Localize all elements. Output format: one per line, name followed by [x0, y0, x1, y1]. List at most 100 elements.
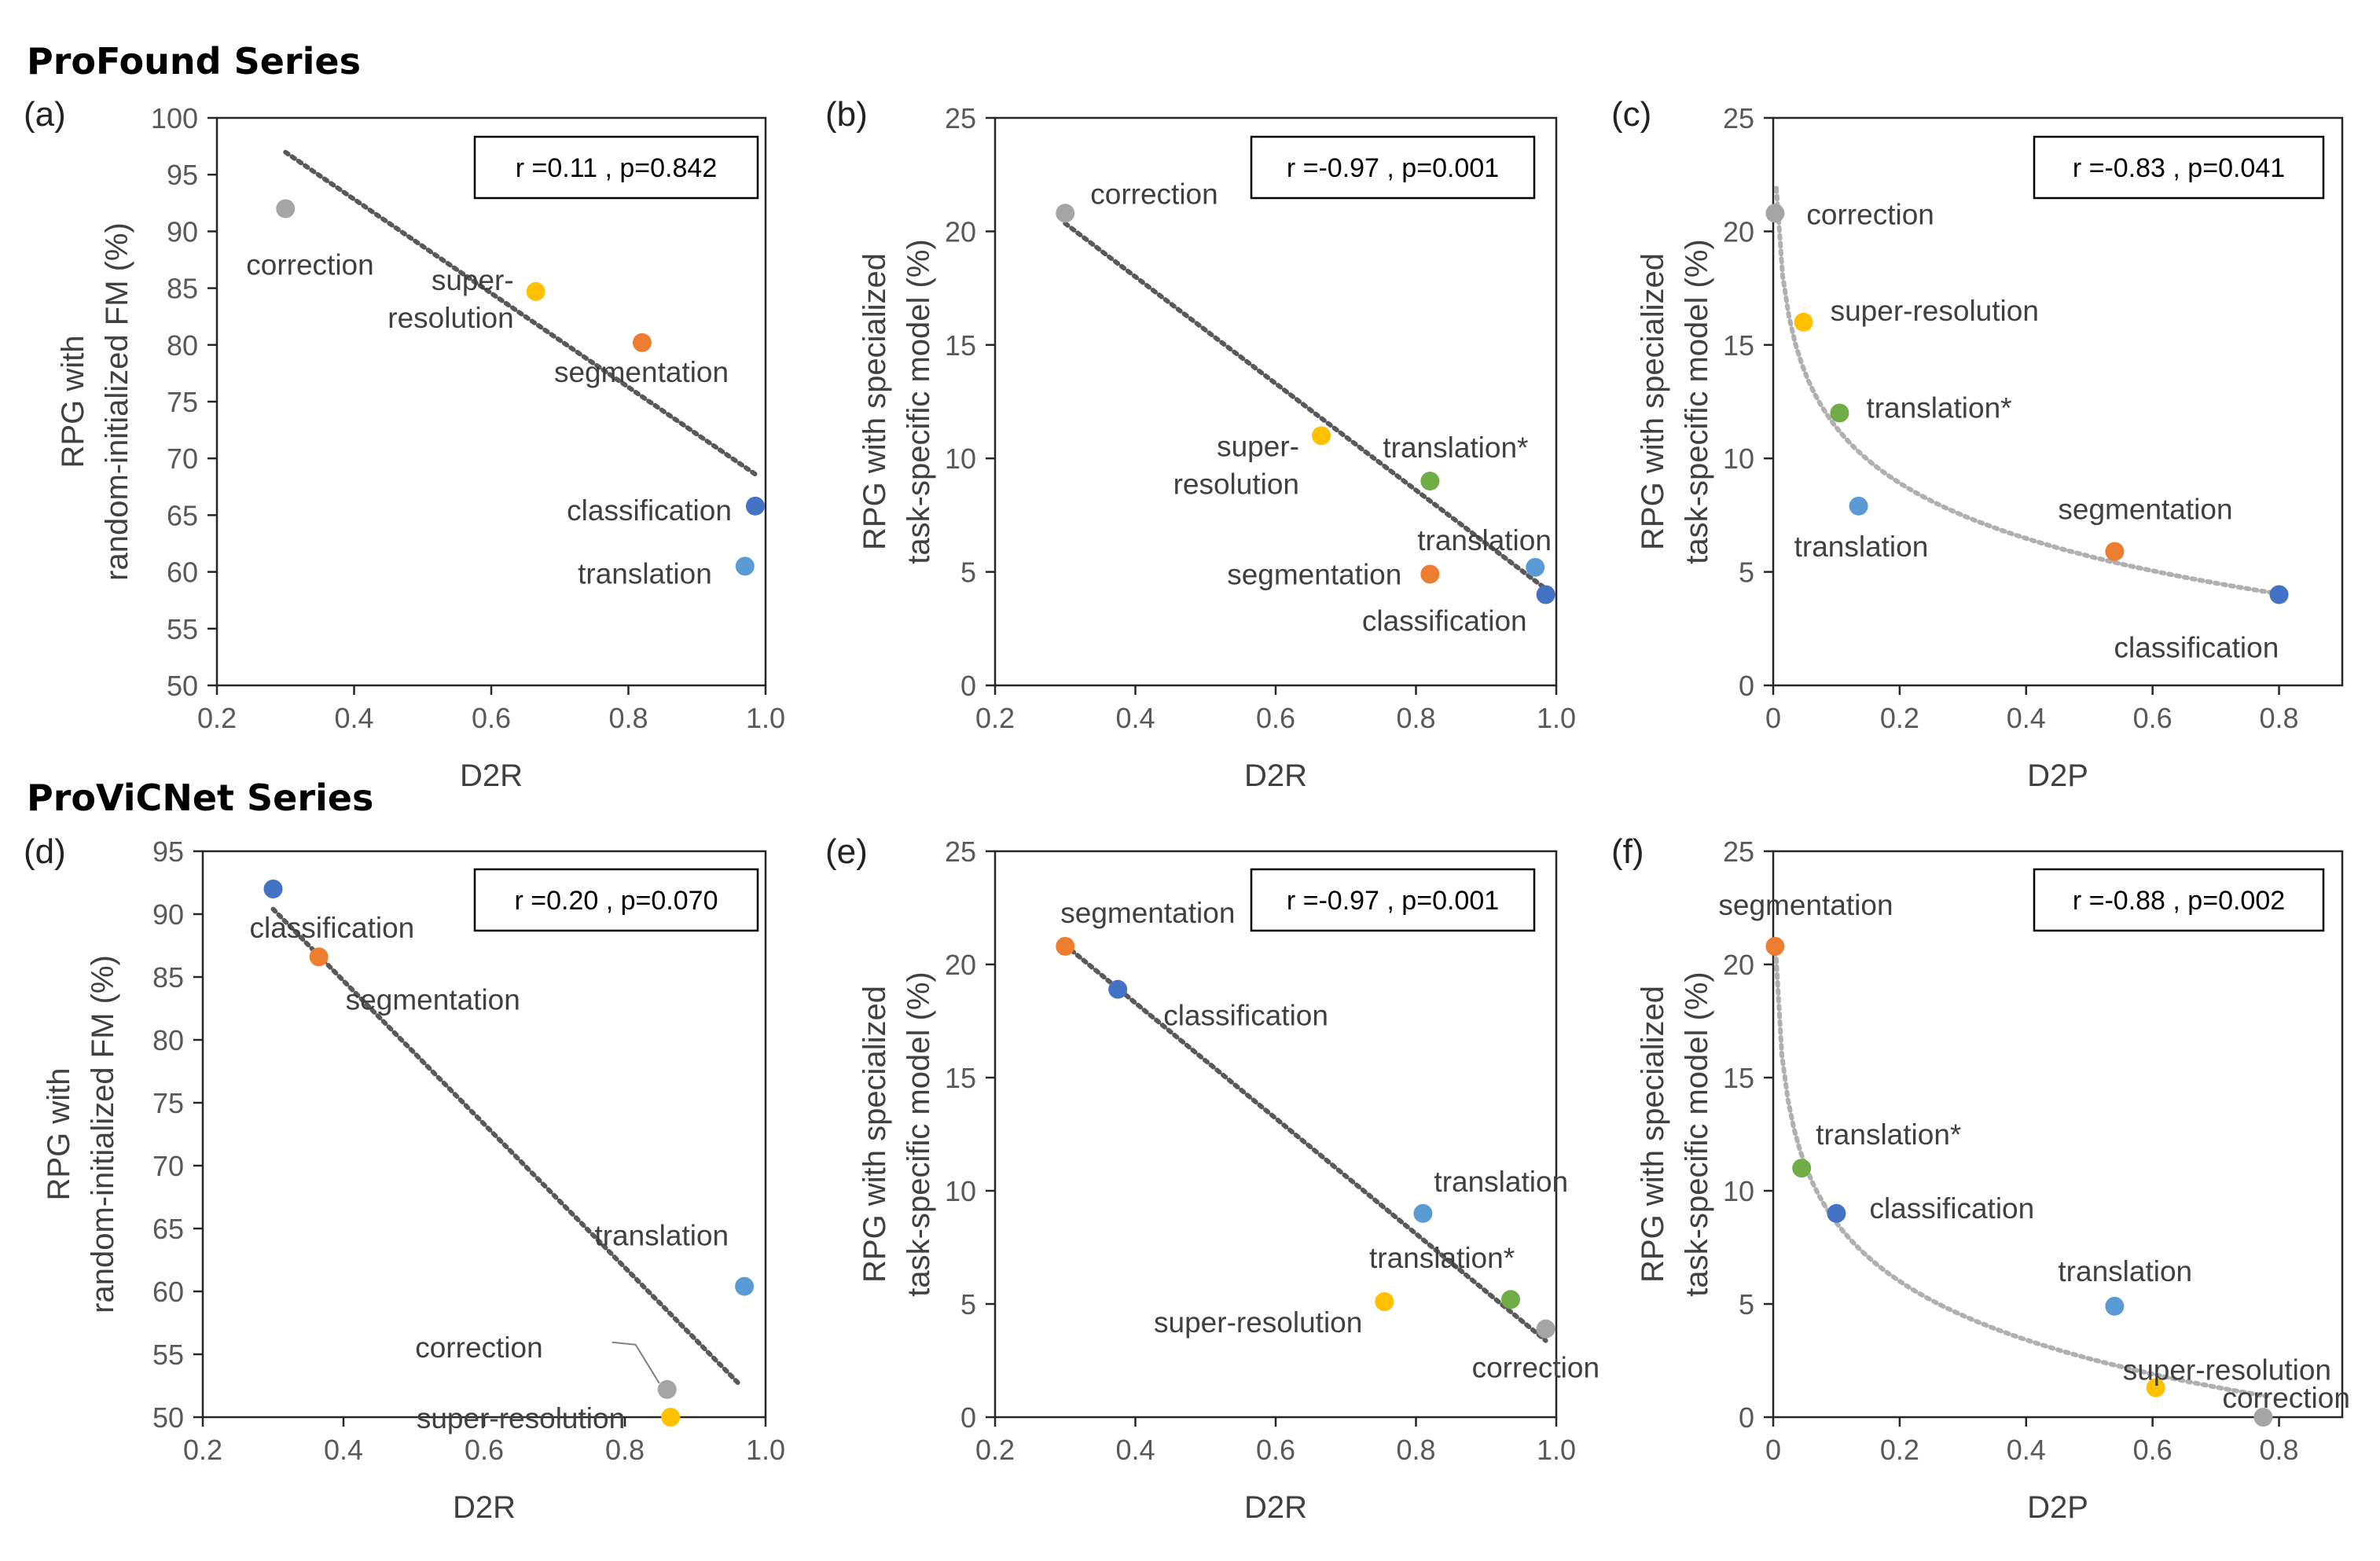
panel-label: (c) [1611, 95, 1651, 134]
stat-box [1250, 135, 1536, 200]
point-label: translation [1794, 531, 1929, 563]
point-label: correction [246, 249, 373, 281]
panel-label: (b) [825, 95, 868, 134]
trend-line [1063, 221, 1548, 592]
y-tick-label: 20 [945, 215, 976, 248]
point-label: translation* [1369, 1242, 1515, 1274]
point-label: segmentation [1718, 889, 1893, 921]
chart-panel-a: (a) 0.2 0.4 0.6 0.8 1.0 50 55 60 65 70 75 80 85 90 95 10… [24, 95, 785, 793]
point-label: classification [1362, 604, 1527, 637]
point-correction [276, 199, 296, 219]
point-super-resolution [2146, 1378, 2165, 1398]
x-tick-label: 0.8 [1396, 702, 1435, 734]
y-tick-label: 55 [167, 613, 198, 645]
x-tick-label: 0.6 [2133, 702, 2172, 734]
x-tick-label: 1.0 [746, 702, 785, 734]
y-tick-label: 0 [960, 1401, 976, 1434]
point-correction [1536, 1319, 1555, 1339]
point-translation [735, 556, 755, 576]
stat-box [2033, 868, 2325, 932]
y-tick-label: 70 [167, 443, 198, 475]
point-classification [745, 496, 765, 516]
y-tick-label: 25 [1723, 102, 1754, 134]
point-label: super- [1217, 430, 1299, 462]
point-label: correction [1090, 178, 1218, 210]
chart-panel-d: (d) 0.2 0.4 0.6 0.8 1.0 50 55 60 65 70 75 80 85 90 95 D2… [24, 832, 785, 1525]
point-translation [735, 1276, 755, 1296]
point-label: correction [2222, 1382, 2349, 1414]
point-label: correction [415, 1331, 542, 1364]
x-tick-label: 0.2 [975, 1434, 1015, 1466]
y-tick-label: 0 [1739, 1401, 1754, 1434]
y-tick-label: 25 [1723, 836, 1754, 868]
x-tick-label: 0.6 [1256, 702, 1295, 734]
y-tick-label: 0 [960, 670, 976, 702]
y-tick-label: 5 [960, 1288, 976, 1320]
y-tick-label: 55 [152, 1339, 184, 1371]
point-segmentation [1420, 564, 1440, 584]
y-axis-title-line: task-specific model (%) [1680, 971, 1714, 1296]
point-label: correction [1806, 198, 1934, 230]
point-translation [2105, 1296, 2125, 1316]
trend-line [1773, 948, 2269, 1399]
y-tick-label: 60 [167, 556, 198, 589]
panel-label: (e) [825, 832, 868, 871]
point-label: resolution [387, 302, 513, 334]
point-translation [1413, 1203, 1433, 1223]
point-super-resolution [1312, 426, 1331, 446]
y-tick-label: 5 [1739, 556, 1754, 589]
label-leader-line [612, 1341, 660, 1384]
point-label: translation [578, 557, 712, 590]
y-tick-label: 80 [167, 329, 198, 362]
x-tick-label: 0.2 [975, 702, 1015, 734]
point-classification [2269, 585, 2289, 604]
point-super-resolution [526, 281, 545, 301]
stat-box [473, 135, 759, 200]
y-axis-title-line: RPG with specialized [1636, 253, 1670, 550]
x-axis-title: D2P [2027, 1490, 2088, 1525]
y-tick-label: 15 [1723, 329, 1754, 362]
x-tick-label: 0.2 [197, 702, 237, 734]
stat-text: r =0.20 , p=0.070 [515, 886, 718, 916]
point-super-resolution [1794, 312, 1813, 332]
point-label: segmentation [346, 983, 520, 1016]
y-tick-label: 20 [945, 949, 976, 981]
x-tick-label: 0.8 [2260, 1434, 2299, 1466]
point-super-resolution [1375, 1292, 1394, 1312]
y-tick-label: 90 [152, 898, 184, 931]
x-tick-label: 0.4 [2007, 702, 2046, 734]
point-translation-star [1792, 1159, 1812, 1178]
y-tick-label: 85 [152, 961, 184, 994]
x-tick-label: 1.0 [1537, 1434, 1576, 1466]
point-label: translation* [1383, 432, 1528, 464]
plot-frame [994, 116, 1558, 687]
x-tick-label: 0.4 [1115, 702, 1155, 734]
panel-label: (d) [24, 832, 66, 871]
y-tick-label: 95 [152, 836, 184, 868]
y-tick-label: 25 [945, 836, 976, 868]
y-tick-label: 50 [152, 1401, 184, 1434]
y-tick-label: 5 [1739, 1288, 1754, 1320]
point-segmentation [1056, 936, 1075, 956]
chart-panel-c: (c) 0 0.2 0.4 0.6 0.8 0 5 10 15 20 25 D2P RPG with sp… [1611, 95, 2344, 793]
point-label: super-resolution [1154, 1306, 1362, 1339]
point-label: segmentation [554, 356, 729, 388]
point-segmentation [309, 947, 329, 967]
y-tick-label: 15 [945, 1062, 976, 1094]
point-label: translation [1417, 524, 1552, 556]
trend-line [1774, 185, 2282, 597]
point-label: super- [432, 264, 514, 296]
y-tick-label: 25 [945, 102, 976, 134]
y-axis-title-line: RPG with [42, 1068, 76, 1201]
y-tick-label: 15 [945, 329, 976, 362]
series-title-profound: ProFound Series [27, 40, 361, 83]
point-correction [2253, 1408, 2273, 1427]
point-classification [263, 880, 283, 898]
point-label: correction [1472, 1352, 1600, 1384]
stat-box [473, 868, 759, 932]
y-tick-label: 20 [1723, 949, 1754, 981]
y-tick-label: 70 [152, 1150, 184, 1182]
y-axis-title-line: RPG with [56, 336, 90, 468]
point-segmentation [2105, 542, 2125, 561]
